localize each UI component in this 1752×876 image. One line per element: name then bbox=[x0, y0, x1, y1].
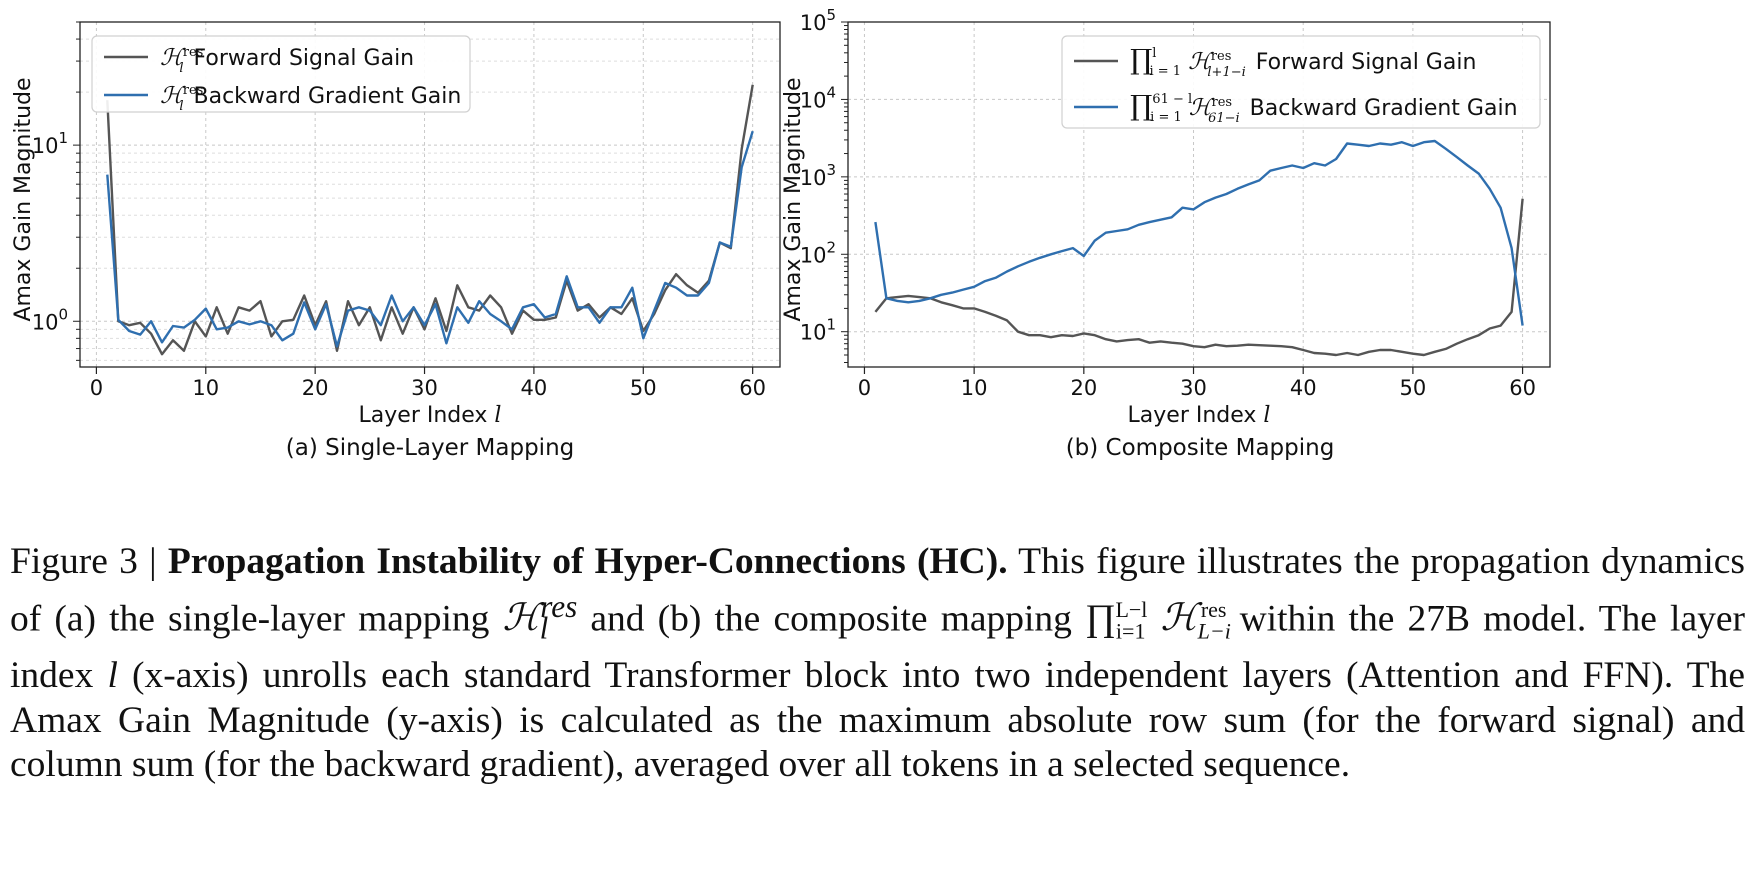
x-tick-label: 60 bbox=[739, 376, 766, 400]
y-tick-label: 105 bbox=[800, 6, 836, 35]
x-tick-label: 50 bbox=[1400, 376, 1427, 400]
x-tick-label: 30 bbox=[411, 376, 438, 400]
x-tick-label: 0 bbox=[90, 376, 103, 400]
y-axis-label: Amax Gain Magnitude bbox=[11, 77, 36, 321]
caption-math-h: ℋlres bbox=[502, 588, 578, 646]
caption-text-4: (x-axis) unrolls each standard Transform… bbox=[10, 655, 1745, 785]
caption-math-prod: ∏i=1L−l ℋL−ires bbox=[1085, 596, 1231, 644]
legend-entry-forward-signal-gain: ℋres l Forward Signal Gain bbox=[160, 45, 414, 76]
series-line-backward-gradient-gain bbox=[106, 130, 754, 348]
x-tick-label: 40 bbox=[1290, 376, 1317, 400]
subcaption: (b) Composite Mapping bbox=[1066, 435, 1335, 461]
chart-panel-b: 0 10 20 30 40 50 60 101 102 103 104 105 Layer Index … bbox=[781, 6, 1551, 461]
legend-box bbox=[1061, 35, 1541, 129]
y-tick-label: 104 bbox=[800, 83, 836, 112]
x-tick-label: 60 bbox=[1509, 376, 1536, 400]
series-line-backward-gradient-gain bbox=[874, 139, 1524, 326]
x-axis-label: Layer Index l bbox=[1128, 403, 1271, 428]
caption-text-3: within the 27B model. The layer index bbox=[10, 598, 1745, 696]
y-tick-label: 100 bbox=[32, 305, 68, 334]
x-tick-label: 20 bbox=[302, 376, 329, 400]
subcaption: (a) Single-Layer Mapping bbox=[286, 435, 575, 461]
x-tick-label: 0 bbox=[858, 376, 871, 400]
caption-title: Propagation Instability of Hyper-Connect… bbox=[167, 541, 1008, 582]
x-tick-label: 20 bbox=[1070, 376, 1097, 400]
y-tick-label: 101 bbox=[800, 316, 836, 345]
y-tick-label: 102 bbox=[800, 238, 836, 267]
x-axis-label: Layer Index l bbox=[359, 403, 502, 428]
x-tick-label: 10 bbox=[961, 376, 988, 400]
legend: ∏l i = 1 ℋres l+1−i Forward Signal Gain ∏61 … bbox=[1061, 35, 1541, 129]
y-axis-label: Amax Gain Magnitude bbox=[781, 77, 806, 321]
x-tick-label: 10 bbox=[192, 376, 219, 400]
caption-text-1: This figure illustrates the propagation … bbox=[10, 541, 1746, 639]
plot-frame bbox=[79, 21, 781, 368]
legend-box bbox=[91, 35, 471, 113]
series-line-forward-signal-gain bbox=[874, 198, 1524, 357]
chart-panel-a: 0 10 20 30 40 50 60 100 101 Layer Index l Amax Gai… bbox=[11, 21, 781, 461]
legend-entry-forward-signal-gain: ∏l i = 1 ℋres l+1−i Forward Signal Gain bbox=[1130, 43, 1476, 80]
y-tick-label: 103 bbox=[800, 161, 836, 190]
figure-caption: Figure 3 | Propagation Instability of Hy… bbox=[10, 540, 1745, 788]
plot-frame bbox=[847, 21, 1551, 368]
x-tick-label: 50 bbox=[630, 376, 657, 400]
x-tick-label: 40 bbox=[521, 376, 548, 400]
y-tick-label: 101 bbox=[32, 129, 68, 158]
legend-entry-backward-gradient-gain: ℋres l Backward Gradient Gain bbox=[160, 83, 461, 114]
caption-text-2: and (b) the composite mapping bbox=[577, 598, 1086, 639]
legend: ℋres l Forward Signal Gain ℋres l Backward Gr… bbox=[91, 35, 471, 114]
caption-math-l: l bbox=[107, 655, 118, 696]
caption-label: Figure 3 | bbox=[10, 541, 168, 582]
x-tick-label: 30 bbox=[1180, 376, 1207, 400]
